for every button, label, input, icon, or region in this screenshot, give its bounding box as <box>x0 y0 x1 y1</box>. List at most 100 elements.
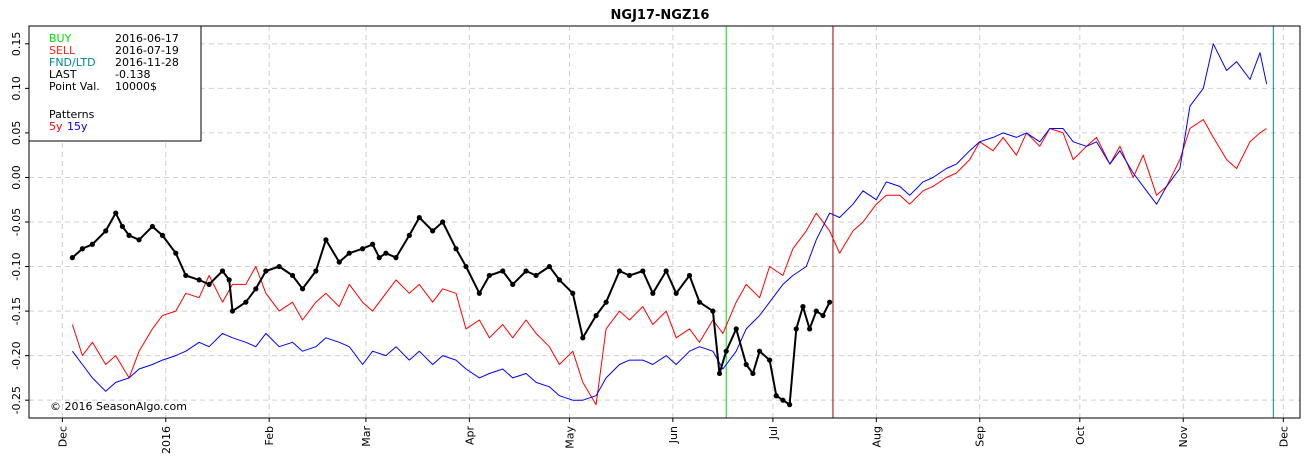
data-point <box>813 308 819 314</box>
data-point <box>486 272 492 279</box>
data-point <box>346 250 352 256</box>
legend-sell-key: SELL <box>49 44 76 57</box>
data-point <box>79 246 85 252</box>
x-tick-label: Nov <box>1177 426 1190 448</box>
data-point <box>113 210 119 216</box>
x-tick-label: Jun <box>667 426 680 444</box>
data-point <box>533 272 539 279</box>
x-tick-label: 2016 <box>160 426 173 454</box>
data-point <box>556 277 563 283</box>
legend-sell-value: 2016-07-19 <box>115 44 179 57</box>
data-point <box>229 308 236 314</box>
data-point <box>323 237 329 243</box>
data-point <box>766 357 773 363</box>
data-point <box>196 277 202 283</box>
series-lines <box>69 43 1268 408</box>
data-point <box>696 299 703 305</box>
x-tick-label: May <box>563 426 576 449</box>
data-point <box>69 255 75 261</box>
chart-title: NGJ17-NGZ16 <box>611 8 710 23</box>
legend-pattern-15y: 15y <box>67 120 88 133</box>
data-point <box>183 272 189 279</box>
data-point <box>510 281 516 287</box>
data-point <box>219 268 226 274</box>
data-point <box>226 277 232 283</box>
x-tick-label: Dec <box>56 426 69 447</box>
legend-fnd-key: FND/LTD <box>49 56 96 69</box>
data-point <box>119 223 126 230</box>
y-tick-label: 0.10 <box>10 76 23 101</box>
y-tick-label: 0.05 <box>10 121 23 146</box>
data-point <box>500 268 506 274</box>
data-point <box>243 299 249 305</box>
series-line-15y <box>72 43 1268 401</box>
x-tick-label: Mar <box>360 426 373 447</box>
data-point <box>463 263 469 270</box>
data-point <box>523 268 529 274</box>
data-point <box>313 268 319 274</box>
legend-buy-key: BUY <box>49 32 72 45</box>
y-tick-label: -0.05 <box>10 208 23 236</box>
data-point <box>103 228 109 234</box>
data-point <box>593 312 599 319</box>
data-point <box>773 393 779 399</box>
data-point <box>780 397 786 403</box>
data-point <box>673 290 679 296</box>
data-point <box>383 250 389 256</box>
data-point <box>827 299 833 305</box>
y-tick-label: -0.10 <box>10 252 23 280</box>
legend-last-key: LAST <box>49 68 77 81</box>
data-point <box>710 308 716 314</box>
data-point <box>359 246 366 252</box>
data-point <box>800 304 806 310</box>
data-point <box>453 246 459 252</box>
x-tick-label: Apr <box>463 426 476 446</box>
data-point <box>370 241 376 247</box>
x-tick-label: Sep <box>974 426 987 447</box>
legend-pointval-key: Point Val. <box>49 80 100 93</box>
data-point <box>570 290 576 296</box>
data-point <box>89 241 95 247</box>
data-point <box>716 370 723 377</box>
data-point <box>289 272 296 279</box>
data-point <box>626 272 633 279</box>
copyright-label: © 2016 SeasonAlgo.com <box>50 400 187 413</box>
data-point <box>723 348 729 354</box>
legend: BUY 2016-06-17 SELL 2016-07-19 FND/LTD 2… <box>28 25 202 142</box>
x-tick-label: Oct <box>1074 425 1087 445</box>
data-point <box>393 255 399 261</box>
legend-patterns-label: Patterns <box>49 108 95 121</box>
data-point <box>603 299 609 305</box>
data-point <box>406 232 412 238</box>
legend-pointval-value: 10000$ <box>115 80 157 93</box>
data-point <box>756 348 763 354</box>
data-point <box>546 263 553 270</box>
data-point <box>136 237 142 243</box>
data-point <box>640 268 646 274</box>
data-point <box>336 259 342 265</box>
legend-box <box>28 25 202 142</box>
data-point <box>820 312 826 319</box>
data-point <box>416 214 422 221</box>
y-tick-label: -0.25 <box>10 386 23 414</box>
data-point <box>430 228 436 234</box>
x-tick-label: Feb <box>263 426 276 445</box>
legend-fnd-value: 2016-11-28 <box>115 56 179 69</box>
data-point <box>733 326 739 332</box>
data-point <box>476 290 482 296</box>
data-point <box>580 335 586 341</box>
x-tick-label: Dec <box>1277 426 1290 447</box>
x-axis: Dec 2016 Feb Mar Apr May Jun Jul Aug Sep Oct Nov Dec <box>56 418 1290 454</box>
y-tick-label: 0.00 <box>10 165 23 190</box>
data-point <box>616 268 623 274</box>
series-line-5y <box>71 119 1267 406</box>
data-point <box>126 232 132 238</box>
legend-buy-value: 2016-06-17 <box>115 32 179 45</box>
data-point <box>253 286 259 292</box>
data-point <box>173 250 179 256</box>
data-point <box>299 286 306 292</box>
y-tick-label: -0.15 <box>10 297 23 325</box>
x-tick-label: Jul <box>767 426 780 440</box>
data-point <box>440 219 446 225</box>
